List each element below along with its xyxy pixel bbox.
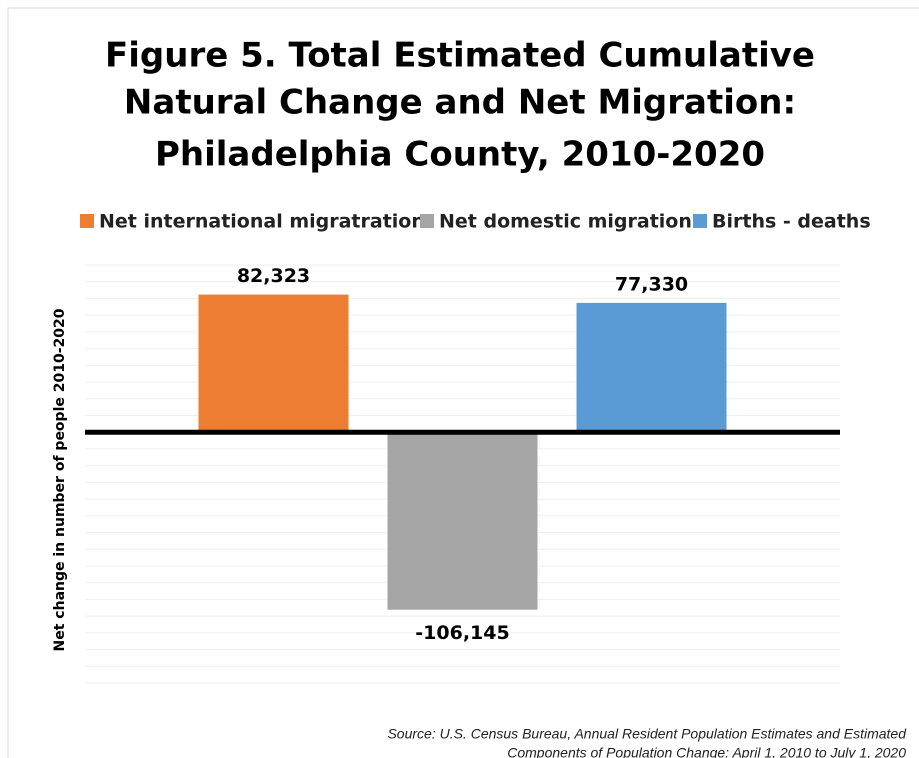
source-note: Components of Population Change: April 1… [507, 745, 906, 758]
legend-label: Births - deaths [712, 211, 871, 233]
y-axis-label: Net change in number of people 2010-2020 [52, 308, 68, 651]
bar [387, 432, 538, 610]
chart-title: Figure 5. Total Estimated Cumulative [105, 36, 815, 76]
data-label: 82,323 [237, 265, 310, 287]
bar [576, 302, 727, 433]
chart-title: Natural Change and Net Migration: [124, 83, 796, 123]
legend-swatch [80, 214, 94, 228]
chart-border [7, 7, 919, 758]
bar [198, 294, 349, 433]
legend-swatch [420, 214, 434, 228]
legend-label: Net international migratration [99, 211, 425, 233]
data-label: -106,145 [415, 622, 509, 644]
chart-title: Philadelphia County, 2010-2020 [155, 135, 765, 175]
legend-label: Net domestic migration [439, 211, 692, 233]
source-note: Source: U.S. Census Bureau, Annual Resid… [387, 726, 907, 742]
legend-swatch [693, 214, 707, 228]
data-label: 77,330 [615, 273, 688, 295]
